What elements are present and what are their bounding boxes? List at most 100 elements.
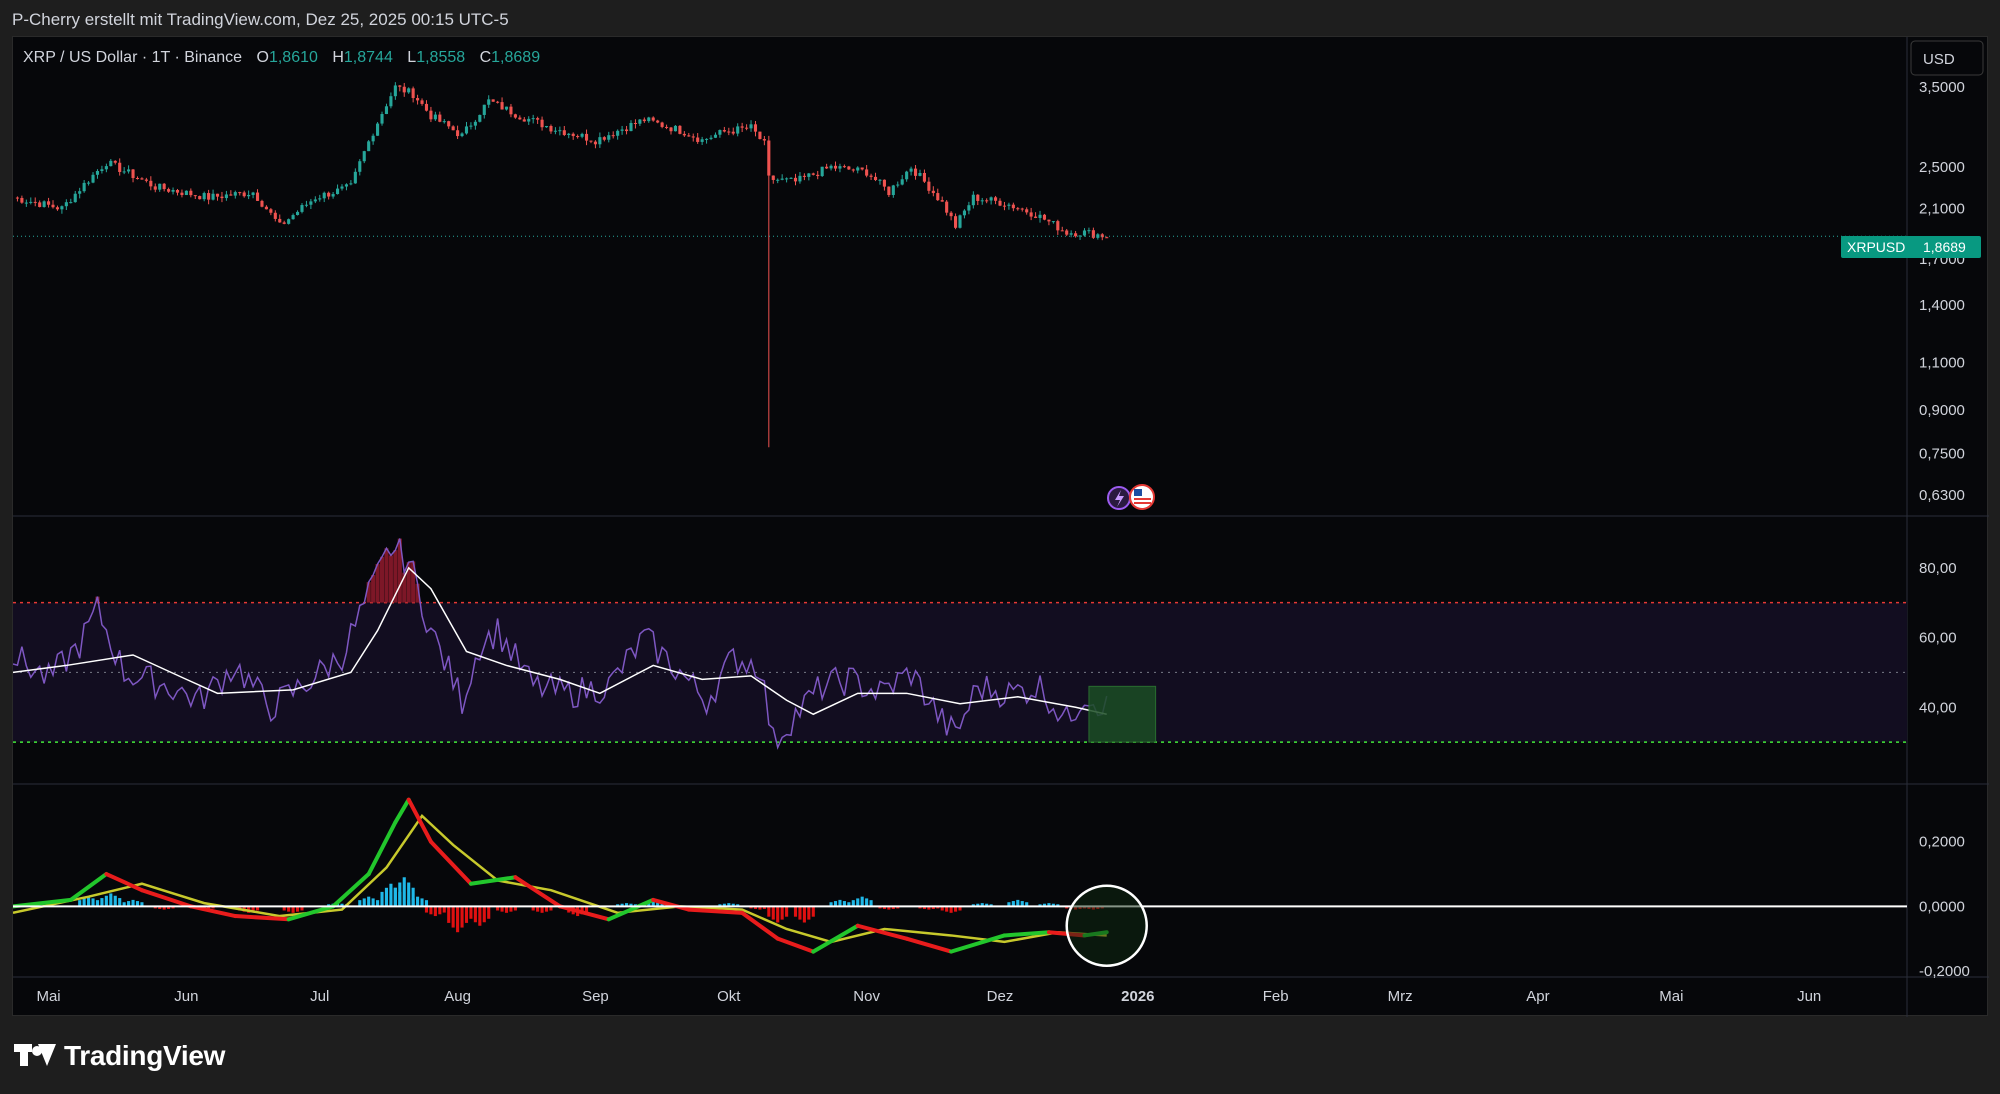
macd-histogram-bar [509,906,513,912]
candle-body [851,169,855,171]
macd-line-segment [811,923,860,954]
candle-body [127,169,131,172]
candle-body [273,212,277,219]
candle-body [584,133,589,141]
chart-svg[interactable]: 3,50002,50002,10001,70001,40001,10000,90… [13,37,1989,1017]
candle-body [900,179,904,185]
price-tick-label: 2,5000 [1919,159,1965,176]
macd-histogram-bar [104,895,108,907]
candle-body [358,161,362,172]
candle-body [322,192,326,199]
candle-body [407,88,411,93]
candle-body [576,136,580,138]
macd-histogram-bar [158,906,162,910]
candle-body [433,114,437,120]
macd-histogram-bar [865,898,869,907]
candle-body [994,197,998,201]
macd-histogram-bar [167,906,171,910]
price-tag-value: 1,8689 [1923,239,1966,255]
candle-body [211,193,215,200]
macd-histogram-bar [433,906,437,917]
macd-histogram-bar [629,903,633,907]
candle-body [922,172,926,182]
candle-body [571,133,575,137]
macd-histogram-bar [771,906,775,920]
candle-body [131,169,135,179]
candle-body [802,175,806,177]
macd-histogram-bar [416,896,420,907]
macd-histogram-bar [776,906,780,923]
candle-body [558,130,562,132]
candle-body [1025,209,1029,213]
macd-histogram-bar [482,906,486,923]
candle-body [722,130,726,132]
macd-histogram-bar [758,906,762,910]
candle-body [149,180,153,187]
candle-body [247,194,251,197]
legend-open-value: 1,8610 [269,49,318,66]
macd-histogram-bar [255,906,260,911]
candle-body [38,202,42,207]
candle-body [873,176,878,181]
candle-body [807,173,811,177]
candle-body [29,201,33,203]
candle-body [629,122,633,132]
price-tick-label: 0,6300 [1919,487,1965,504]
candle-body [878,179,882,181]
candle-body [985,200,989,202]
macd-histogram-bar [980,903,984,907]
candle-body [482,104,486,115]
candle-body [580,133,584,137]
legend-symbol: XRP / US Dollar · 1T · Binance [23,49,242,66]
macd-line-segment [286,904,336,922]
legend: XRP / US Dollar · 1T · Binance O1,8610 H… [23,49,540,66]
candle-body [633,122,637,124]
macd-histogram-bar [989,904,993,907]
price-tag: XRPUSD 1,8689 [1841,236,1981,258]
candle-body [780,178,784,180]
rsi-ma-line [13,566,1107,716]
macd-histogram-bar [584,906,589,913]
macd-histogram-bar [87,896,91,907]
candle-body [220,196,224,199]
candle-body [913,168,918,176]
macd-histogram-bar [802,906,806,923]
candle-body [865,169,869,176]
macd-histogram-bar [287,906,291,912]
macd-histogram-bar [127,901,131,907]
price-tick-label: 2,1000 [1919,201,1965,218]
candle-body [527,118,531,122]
macd-histogram-bar [300,906,304,911]
candle-body [189,190,193,196]
macd-histogram-bar [447,906,451,923]
macd-histogram-bar [291,906,295,913]
candle-body [749,124,753,129]
macd-histogram-bar [384,887,389,907]
candle-body [100,169,104,172]
event-markers[interactable] [1107,484,1155,510]
candle-body [833,165,838,169]
candle-body [389,96,393,107]
candle-body [687,135,691,137]
chart-area[interactable]: 3,5000 2,5000 2,1000 1,7000 1,4000 1,1000 0,90… [12,36,1989,1017]
macd-histogram-bar [95,900,100,907]
candle-body [424,103,429,111]
candle-body [162,183,166,190]
candle-body [171,189,175,192]
macd-histogram-bar [718,904,722,907]
us-flag-icon[interactable] [1129,484,1155,510]
candle-body [660,122,664,127]
tradingview-logo-icon[interactable] [14,1044,56,1068]
candle-body [15,197,20,199]
macd-histogram-bar [869,900,873,907]
currency-button[interactable]: USD [1910,40,1984,76]
macd-histogram-bar [171,906,175,909]
legend-low-label: L [407,49,416,66]
macd-histogram-bar [785,906,789,917]
candle-body [709,137,713,139]
candle-body [958,215,962,228]
macd-histogram-bar [327,904,331,907]
macd-line-segment [104,872,144,893]
candle-body [553,130,557,132]
legend-close-label: C [480,49,492,66]
